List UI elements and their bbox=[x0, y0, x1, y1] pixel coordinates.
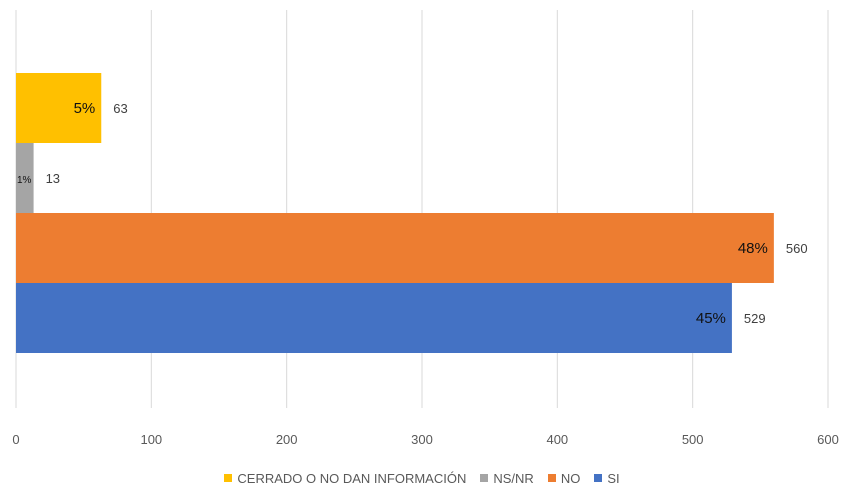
legend-swatch-cerrado bbox=[224, 474, 233, 482]
x-tick-label-400: 400 bbox=[546, 432, 568, 447]
bar-value-label-0: 63 bbox=[113, 101, 127, 116]
bar-percent-label-2: 48% bbox=[738, 240, 768, 257]
bar-percent-label-1: 1% bbox=[17, 175, 32, 186]
x-tick-label-200: 200 bbox=[276, 432, 298, 447]
legend-item-nsnr: NS/NR bbox=[480, 470, 534, 486]
legend-label-no: NO bbox=[560, 470, 581, 486]
bar-value-label-1: 13 bbox=[46, 171, 60, 186]
legend-label-cerrado: CERRADO O NO DAN INFORMACIÓN bbox=[237, 470, 467, 486]
legend-swatch-si bbox=[594, 474, 603, 482]
bar-2 bbox=[16, 213, 774, 283]
x-tick-label-600: 600 bbox=[817, 432, 839, 447]
bar-3 bbox=[16, 283, 732, 353]
legend: CERRADO O NO DAN INFORMACIÓN NS/NR NO SI bbox=[0, 470, 844, 486]
legend-item-no: NO bbox=[547, 470, 581, 486]
legend-item-si: SI bbox=[594, 470, 620, 486]
legend-swatch-nsnr bbox=[480, 474, 489, 482]
legend-label-si: SI bbox=[607, 470, 620, 486]
x-tick-label-500: 500 bbox=[682, 432, 704, 447]
bar-value-label-3: 529 bbox=[744, 311, 766, 326]
x-tick-label-0: 0 bbox=[12, 432, 19, 447]
x-tick-label-300: 300 bbox=[411, 432, 433, 447]
x-tick-label-100: 100 bbox=[140, 432, 162, 447]
bar-percent-label-3: 45% bbox=[696, 310, 726, 327]
legend-label-nsnr: NS/NR bbox=[493, 470, 534, 486]
legend-swatch-no bbox=[547, 474, 556, 482]
bar-0 bbox=[16, 73, 102, 143]
legend-item-cerrado: CERRADO O NO DAN INFORMACIÓN bbox=[224, 471, 466, 486]
bar-percent-label-0: 5% bbox=[74, 100, 96, 117]
bar-1 bbox=[16, 143, 34, 213]
bar-value-label-2: 560 bbox=[786, 241, 808, 256]
